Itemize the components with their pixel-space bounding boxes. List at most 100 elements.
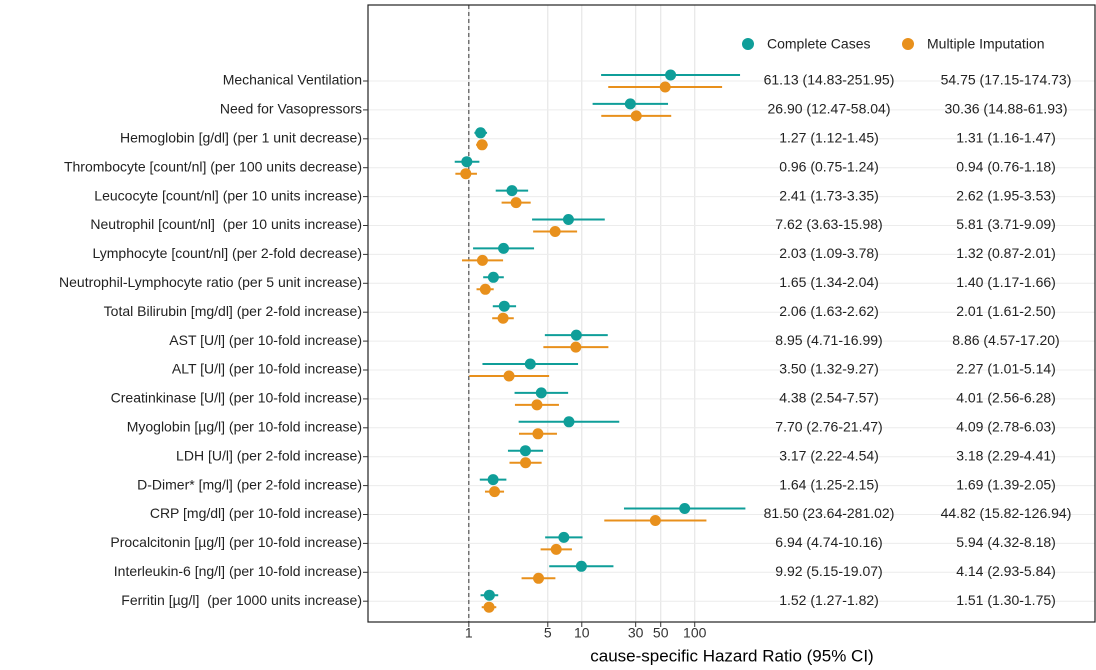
point-estimate bbox=[524, 358, 536, 370]
estimate-label: 2.06 (1.63-2.62) bbox=[779, 303, 879, 319]
point-estimate bbox=[649, 515, 661, 526]
y-tick-label: D-Dimer* [mg/l] (per 2-fold increase) bbox=[137, 476, 362, 492]
legend-label: Complete Cases bbox=[767, 36, 871, 52]
estimate-label: 26.90 (12.47-58.04) bbox=[768, 101, 891, 117]
estimate-label: 54.75 (17.15-174.73) bbox=[941, 72, 1072, 88]
estimate-label: 4.09 (2.78-6.03) bbox=[956, 419, 1056, 435]
point-estimate bbox=[531, 399, 543, 411]
estimate-label: 7.62 (3.63-15.98) bbox=[775, 216, 882, 232]
estimate-label: 1.69 (1.39-2.05) bbox=[956, 476, 1056, 492]
point-estimate bbox=[460, 168, 472, 180]
y-tick-label: Neutrophil-Lymphocyte ratio (per 5 unit … bbox=[59, 274, 362, 290]
estimate-label: 3.17 (2.22-4.54) bbox=[779, 447, 879, 463]
y-tick-label: Leucocyte [count/nl] (per 10 units incre… bbox=[94, 187, 362, 203]
grid-layer bbox=[368, 5, 1095, 622]
x-tick-label: 1 bbox=[465, 625, 473, 641]
estimate-label: 7.70 (2.76-21.47) bbox=[775, 419, 882, 435]
x-tick-label: 5 bbox=[544, 625, 552, 641]
y-tick-label: Interleukin-6 [ng/l] (per 10-fold increa… bbox=[114, 563, 362, 579]
estimate-label: 6.94 (4.74-10.16) bbox=[775, 534, 882, 550]
y-tick-label: Neutrophil [count/nl] (per 10 units incr… bbox=[90, 216, 362, 232]
legend-label: Multiple Imputation bbox=[927, 36, 1045, 52]
point-estimate bbox=[575, 560, 587, 572]
estimate-label: 1.27 (1.12-1.45) bbox=[779, 130, 879, 146]
estimate-label: 2.03 (1.09-3.78) bbox=[779, 245, 879, 261]
estimate-label: 1.32 (0.87-2.01) bbox=[956, 245, 1056, 261]
x-tick-label: 30 bbox=[628, 625, 644, 641]
point-estimate bbox=[497, 312, 509, 324]
estimate-label: 2.62 (1.95-3.53) bbox=[956, 187, 1056, 203]
estimate-label: 3.50 (1.32-9.27) bbox=[779, 361, 879, 377]
point-estimate bbox=[550, 543, 562, 555]
point-estimate bbox=[487, 271, 499, 283]
y-tick-label: AST [U/l] (per 10-fold increase) bbox=[169, 332, 362, 348]
point-estimate bbox=[476, 254, 488, 266]
point-estimate bbox=[624, 98, 636, 110]
estimate-label: 1.64 (1.25-2.15) bbox=[779, 476, 879, 492]
estimate-label: 1.65 (1.34-2.04) bbox=[779, 274, 879, 290]
estimate-label: 4.14 (2.93-5.84) bbox=[956, 563, 1056, 579]
y-tick-label: Ferritin [µg/l] (per 1000 units increase… bbox=[121, 592, 362, 608]
x-tick-label: 10 bbox=[574, 625, 590, 641]
estimate-label: 44.82 (15.82-126.94) bbox=[941, 505, 1072, 521]
point-estimate bbox=[630, 110, 642, 122]
y-tick-label: Mechanical Ventilation bbox=[223, 72, 362, 88]
estimate-label: 1.40 (1.17-1.66) bbox=[956, 274, 1056, 290]
point-estimate bbox=[479, 283, 491, 295]
point-estimate bbox=[519, 445, 531, 457]
estimate-label: 2.27 (1.01-5.14) bbox=[956, 361, 1056, 377]
estimate-label: 8.95 (4.71-16.99) bbox=[775, 332, 882, 348]
point-estimate bbox=[476, 139, 488, 151]
point-estimate bbox=[483, 589, 495, 601]
marks-layer bbox=[454, 69, 746, 613]
legend-marker bbox=[902, 38, 914, 50]
y-tick-label: Myoglobin [µg/l] (per 10-fold increase) bbox=[127, 419, 362, 435]
point-estimate bbox=[532, 428, 544, 440]
point-estimate bbox=[520, 457, 532, 469]
estimate-label: 30.36 (14.88-61.93) bbox=[945, 101, 1068, 117]
x-tick-label: 100 bbox=[683, 625, 707, 641]
point-estimate bbox=[498, 242, 510, 254]
legend-marker bbox=[742, 38, 754, 50]
point-estimate bbox=[503, 370, 515, 382]
estimate-label: 1.51 (1.30-1.75) bbox=[956, 592, 1056, 608]
estimate-label: 5.81 (3.71-9.09) bbox=[956, 216, 1056, 232]
point-estimate bbox=[665, 69, 677, 81]
y-tick-label: Hemoglobin [g/dl] (per 1 unit decrease) bbox=[120, 130, 362, 146]
point-estimate bbox=[570, 341, 582, 353]
estimate-label: 9.92 (5.15-19.07) bbox=[775, 563, 882, 579]
point-estimate bbox=[535, 387, 547, 399]
point-estimate bbox=[533, 572, 545, 584]
y-tick-label: CRP [mg/dl] (per 10-fold increase) bbox=[150, 505, 362, 521]
point-estimate bbox=[475, 127, 487, 139]
estimate-label: 5.94 (4.32-8.18) bbox=[956, 534, 1056, 550]
point-estimate bbox=[563, 416, 575, 428]
y-tick-label: Total Bilirubin [mg/dl] (per 2-fold incr… bbox=[104, 303, 362, 319]
y-tick-label: Lymphocyte [count/nl] (per 2-fold decrea… bbox=[92, 245, 362, 261]
point-estimate bbox=[679, 503, 691, 514]
point-estimate bbox=[562, 214, 574, 225]
estimate-label: 4.01 (2.56-6.28) bbox=[956, 390, 1056, 406]
estimate-label: 1.52 (1.27-1.82) bbox=[779, 592, 879, 608]
x-tick-label: 50 bbox=[653, 625, 669, 641]
estimate-label: 2.01 (1.61-2.50) bbox=[956, 303, 1056, 319]
y-tick-label: Need for Vasopressors bbox=[220, 101, 362, 117]
estimate-label: 0.96 (0.75-1.24) bbox=[779, 158, 879, 174]
point-estimate bbox=[510, 197, 522, 209]
y-tick-label: Procalcitonin [µg/l] (per 10-fold increa… bbox=[110, 534, 362, 550]
point-estimate bbox=[498, 300, 510, 312]
x-axis-title: cause-specific Hazard Ratio (95% CI) bbox=[590, 646, 873, 665]
estimate-label: 81.50 (23.64-281.02) bbox=[764, 505, 895, 521]
estimate-label: 1.31 (1.16-1.47) bbox=[956, 130, 1056, 146]
estimate-label: 2.41 (1.73-3.35) bbox=[779, 187, 879, 203]
point-estimate bbox=[483, 601, 495, 613]
point-estimate bbox=[659, 81, 671, 93]
point-estimate bbox=[549, 226, 561, 237]
y-tick-label: ALT [U/l] (per 10-fold increase) bbox=[172, 361, 362, 377]
point-estimate bbox=[461, 156, 473, 168]
point-estimate bbox=[506, 185, 518, 197]
estimate-label: 8.86 (4.57-17.20) bbox=[952, 332, 1059, 348]
point-estimate bbox=[558, 531, 570, 543]
y-tick-label: Thrombocyte [count/nl] (per 100 units de… bbox=[64, 158, 362, 174]
